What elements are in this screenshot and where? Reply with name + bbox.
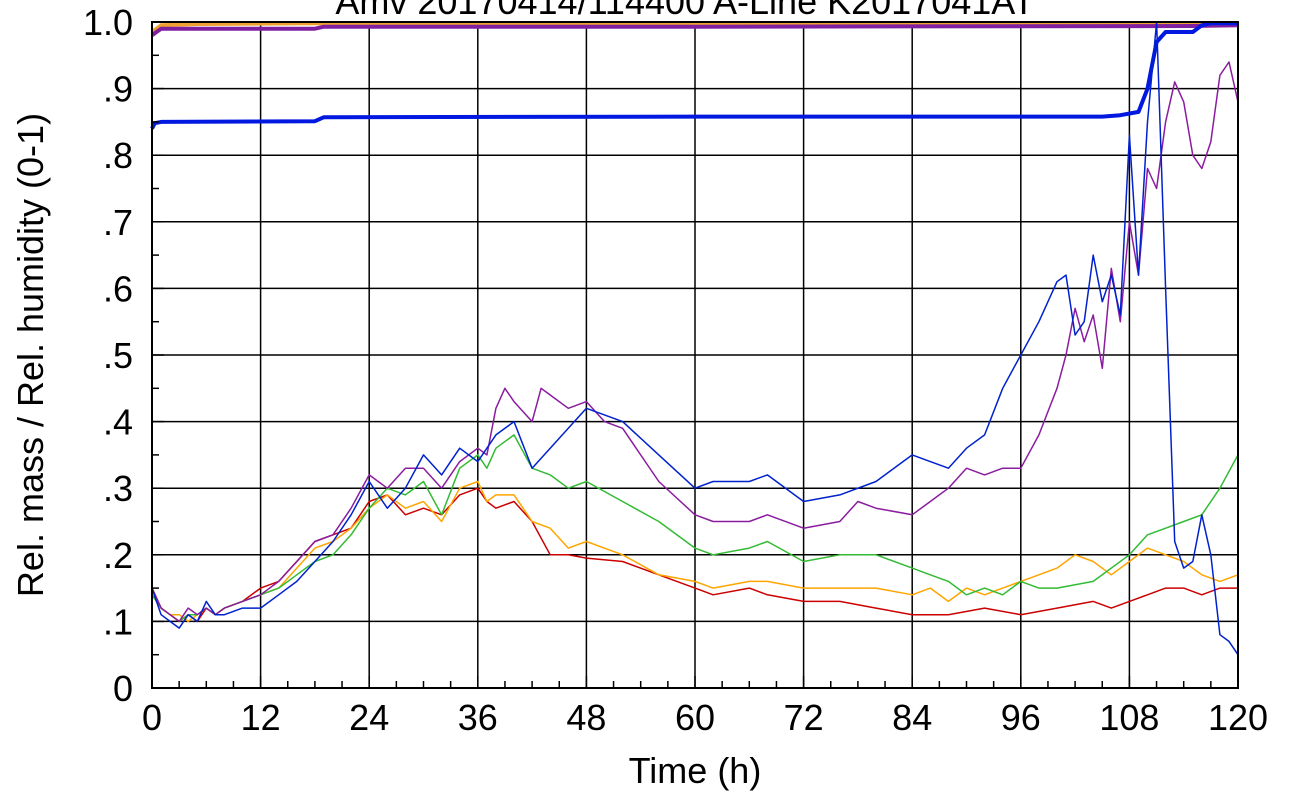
y-tick-label: 1.0 (83, 2, 133, 43)
y-tick-label: .4 (103, 402, 133, 443)
x-tick-label: 84 (892, 697, 932, 738)
x-tick-label: 0 (142, 697, 162, 738)
y-tick-label: .9 (103, 69, 133, 110)
x-tick-label: 96 (1001, 697, 1041, 738)
y-tick-label: .3 (103, 468, 133, 509)
chart-title: Amv 20170414/114400 A-Line K2017041AT (335, 0, 1034, 22)
series-line-1 (150, 21, 1238, 34)
x-tick-label: 36 (458, 697, 498, 738)
y-tick-label: .2 (103, 535, 133, 576)
y-tick-label: .8 (103, 135, 133, 176)
series-line-8 (151, 21, 1239, 656)
x-tick-label: 12 (241, 697, 281, 738)
y-tick-label: .1 (103, 601, 133, 642)
y-tick-label: .7 (103, 202, 133, 243)
ticks: 0 12 24 36 48 60 72 84 96 108 120 0 .1 .2 .3 .4 .5 .6 .7 .8… (83, 2, 1268, 738)
series-line-7 (151, 61, 1239, 623)
y-tick-label: .5 (103, 335, 133, 376)
x-tick-label: 120 (1208, 697, 1268, 738)
x-tick-label: 108 (1099, 697, 1159, 738)
y-axis-title: Rel. mass / Rel. humidity (0-1) (10, 113, 51, 597)
x-tick-label: 60 (675, 697, 715, 738)
x-tick-label: 48 (566, 697, 606, 738)
series-line-3 (150, 21, 1238, 130)
series-layer (150, 21, 1239, 656)
x-axis-title: Time (h) (629, 750, 762, 791)
x-tick-label: 72 (784, 697, 824, 738)
series-line-2 (150, 23, 1239, 37)
x-tick-label: 24 (349, 697, 389, 738)
y-tick-label: .6 (103, 268, 133, 309)
y-tick-label: 0 (113, 668, 133, 709)
